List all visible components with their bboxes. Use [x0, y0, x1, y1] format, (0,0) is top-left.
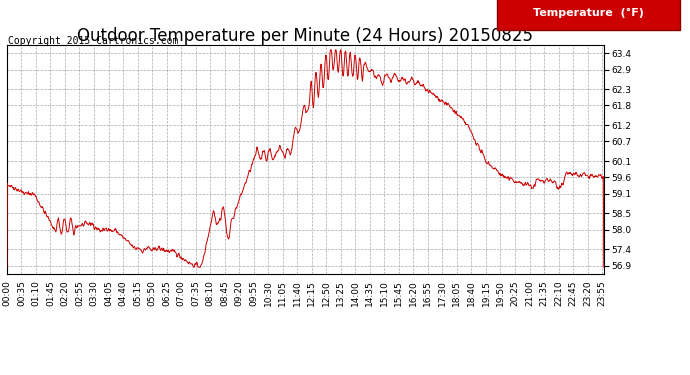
Text: Copyright 2015 Cartronics.com: Copyright 2015 Cartronics.com	[8, 36, 179, 46]
Title: Outdoor Temperature per Minute (24 Hours) 20150825: Outdoor Temperature per Minute (24 Hours…	[77, 27, 533, 45]
Text: Temperature  (°F): Temperature (°F)	[533, 8, 644, 18]
